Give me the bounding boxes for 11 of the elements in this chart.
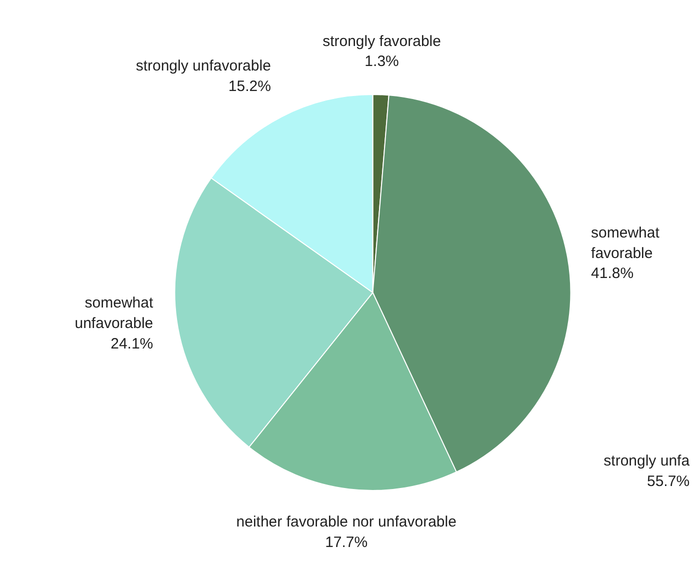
slice-label: strongly unfavorable — [136, 57, 271, 74]
data-label: 1.3% — [364, 53, 399, 70]
data-label: 24.1% — [110, 335, 154, 352]
data-label: 41.8% — [591, 265, 634, 282]
data-label: 15.2% — [228, 78, 271, 95]
text: strongly unfa 55.7% — [604, 452, 690, 490]
data-label: 17.7% — [325, 534, 368, 551]
slice-label: somewhat favorable — [591, 224, 660, 262]
slice-label: somewhat unfavorable — [74, 294, 154, 332]
slice-label: neither favorable nor unfavorable — [236, 513, 456, 530]
slice-label: strongly favorable — [322, 32, 441, 50]
